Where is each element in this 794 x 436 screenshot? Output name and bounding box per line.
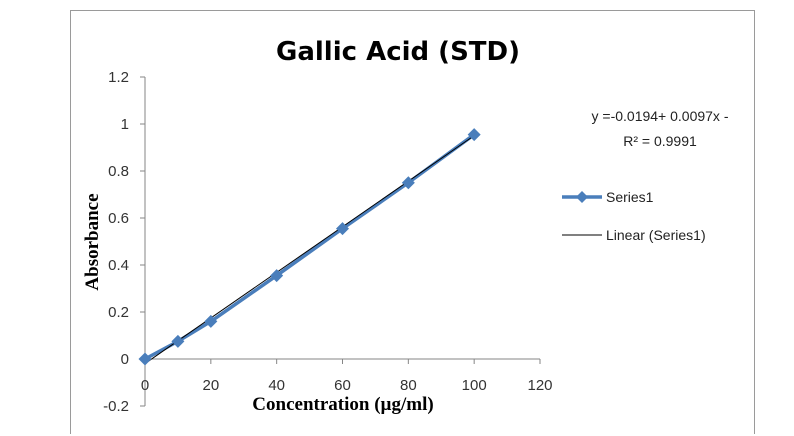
legend-series1-marker <box>576 191 588 203</box>
y-tick-label: -0.2 <box>103 398 129 415</box>
x-tick-label: 60 <box>334 377 351 394</box>
trendline-equation: y =-0.0194+ 0.0097x - <box>592 108 729 124</box>
chart-title: Gallic Acid (STD) <box>276 37 520 67</box>
series1-point <box>138 352 152 366</box>
x-tick-label: 120 <box>527 377 552 394</box>
series1-line <box>144 133 476 361</box>
legend: Series1 Linear (Series1) <box>562 189 706 243</box>
series1-point <box>336 222 349 236</box>
series-layer <box>138 128 481 366</box>
y-tick-label: 0.4 <box>108 257 129 274</box>
series1-point <box>401 176 415 190</box>
x-tick-label: 100 <box>462 377 487 394</box>
series1-point <box>270 269 284 283</box>
y-axis-title: Absorbance <box>82 193 103 290</box>
r-squared-label: R² = 0.9991 <box>623 133 697 149</box>
y-tick-label: 1 <box>121 116 129 133</box>
y-tick-label: 0 <box>121 351 129 368</box>
y-tick-label: 1.2 <box>108 69 129 86</box>
legend-linear-label: Linear (Series1) <box>606 227 706 243</box>
y-axis: -0.2 0 0.2 0.4 0.6 0.8 1 1.2 <box>103 69 146 415</box>
series1-point <box>467 128 481 142</box>
y-tick-label: 0.2 <box>108 304 129 321</box>
legend-series1-label: Series1 <box>606 189 654 205</box>
y-tick-label: 0.6 <box>108 210 129 227</box>
x-tick-label: 20 <box>202 377 219 394</box>
series1-point <box>171 334 185 348</box>
x-tick-label: 0 <box>141 377 149 394</box>
linear-trendline <box>144 135 475 364</box>
chart-frame <box>70 10 755 434</box>
x-axis-title: Concentration (µg/ml) <box>252 394 433 415</box>
x-axis: 0 20 40 60 80 100 120 <box>141 358 553 394</box>
x-tick-label: 80 <box>400 377 417 394</box>
x-tick-label: 40 <box>268 377 285 394</box>
y-tick-label: 0.8 <box>108 163 129 180</box>
series1-point <box>204 314 218 328</box>
